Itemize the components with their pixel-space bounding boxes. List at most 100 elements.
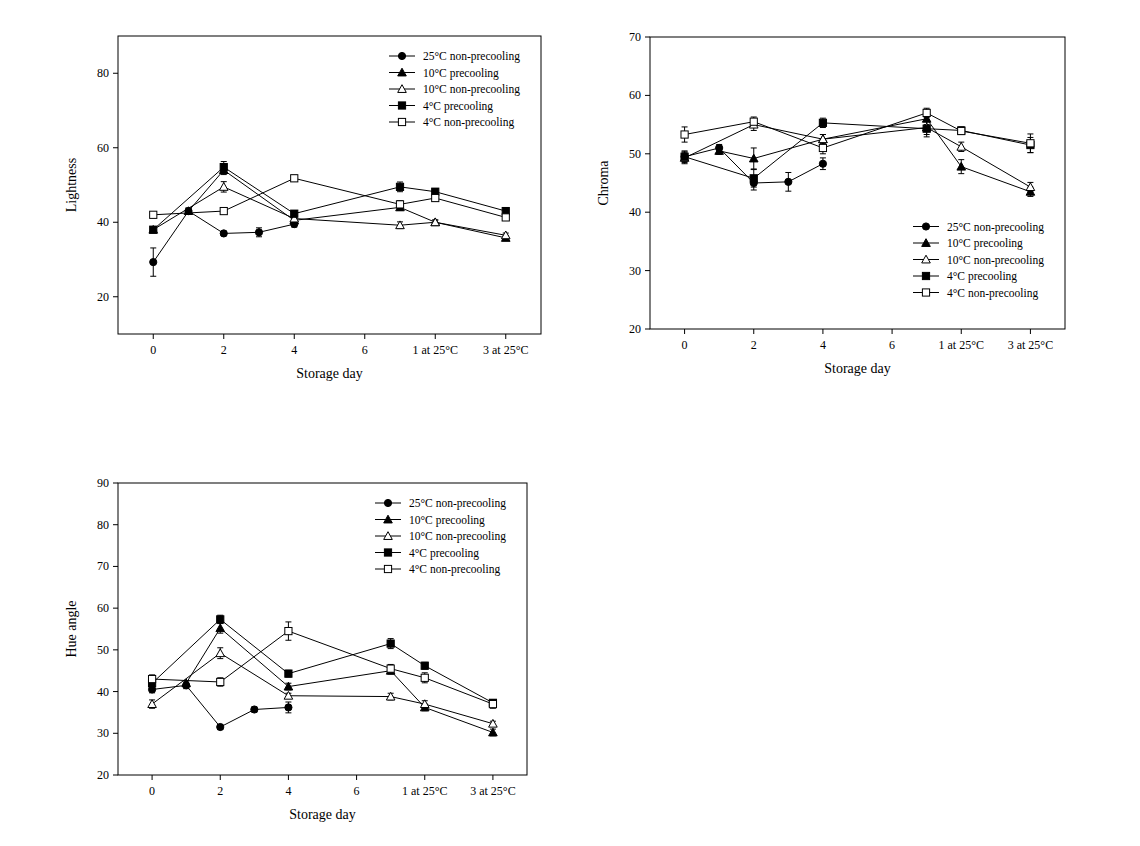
legend-marker [922,272,929,279]
x-tick-label: 6 [889,338,895,352]
error-bar [785,172,791,191]
marker [957,142,966,150]
error-bar [285,670,291,677]
x-tick-label: 6 [354,784,360,798]
x-tick [822,329,823,334]
marker [681,131,688,138]
x-tick [961,329,962,334]
error-bar [422,673,428,683]
x-tick [492,775,493,780]
y-tick [113,73,118,74]
legend-label: 4°C non-precooling [423,116,514,129]
x-tick [435,334,436,339]
marker [217,723,224,730]
marker [1026,183,1035,191]
x-tick-label: 2 [217,784,223,798]
legend: 25°C non-precooling10°C precooling10°C n… [913,221,1044,300]
marker [396,183,403,190]
marker [489,719,498,727]
legend: 25°C non-precooling10°C precooling10°C n… [375,497,506,576]
x-tick [684,329,685,334]
error-bar [388,639,394,649]
y-tick-label: 60 [629,88,641,102]
marker [285,627,292,634]
y-axis-label: Hue angle [64,600,79,657]
x-tick [153,334,154,339]
x-tick-label: 4 [291,343,297,357]
legend-marker [398,52,405,59]
marker [819,135,828,143]
series-line [685,123,1031,178]
marker [387,640,394,647]
error-bar [751,119,757,131]
marker [291,210,298,217]
marker [681,153,688,160]
y-tick-label: 50 [629,147,641,161]
y-tick [113,566,118,567]
plot-frame [650,37,1065,329]
y-tick-label: 20 [97,290,109,304]
marker [251,706,258,713]
marker [216,624,225,632]
legend-marker [384,515,393,523]
marker [284,691,293,699]
marker [150,259,157,266]
error-bar [285,622,291,640]
x-tick [294,334,295,339]
marker [387,665,394,672]
x-tick [288,775,289,780]
series-line [152,619,493,702]
marker [396,201,403,208]
marker [217,678,224,685]
legend-label: 25°C non-precooling [423,50,520,63]
legend-marker [384,565,391,572]
marker [220,230,227,237]
y-axis-label: Lightness [64,158,79,212]
y-tick-label: 30 [629,264,641,278]
x-tick-label: 1 at 25°C [402,784,447,798]
marker [284,682,293,690]
x-axis-label: Storage day [824,361,890,376]
error-bar [958,127,964,134]
legend-label: 4°C non-precooling [409,563,500,576]
y-tick-label: 80 [97,66,109,80]
marker [150,226,157,233]
x-tick-label: 3 at 25°C [483,343,528,357]
marker [150,211,157,218]
marker [255,229,262,236]
y-tick [645,212,650,213]
legend-marker [384,499,391,506]
marker [432,194,439,201]
x-tick [892,329,893,334]
marker [220,207,227,214]
y-tick [113,147,118,148]
y-tick-label: 20 [629,322,641,336]
series-line [153,167,506,230]
marker [148,675,155,682]
y-tick-label: 40 [97,215,109,229]
error-bar [285,702,291,713]
y-tick [645,270,650,271]
error-bar [432,189,438,195]
legend-marker [922,289,929,296]
marker [750,118,757,125]
marker [421,674,428,681]
legend-marker [922,255,931,263]
y-tick [113,483,118,484]
x-tick [220,775,221,780]
marker [489,700,496,707]
x-axis-label: Storage day [289,807,355,822]
error-bar [397,182,403,192]
x-axis-label: Storage day [296,366,362,381]
error-bar [958,128,964,135]
legend-label: 4°C precooling [409,547,479,560]
y-tick-label: 80 [97,518,109,532]
y-tick-label: 40 [629,205,641,219]
marker [681,153,688,160]
error-bar [221,162,227,173]
y-tick [645,329,650,330]
legend-marker [384,549,391,556]
marker [216,649,225,657]
legend-label: 10°C precooling [423,67,499,80]
legend-label: 4°C precooling [947,270,1017,283]
